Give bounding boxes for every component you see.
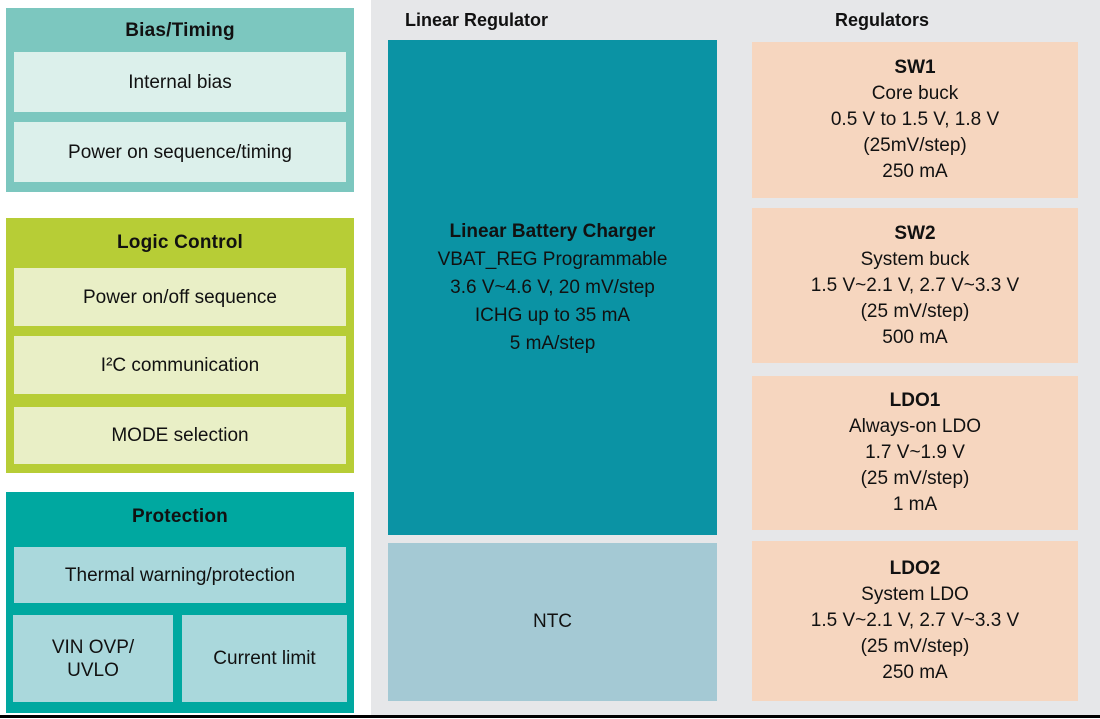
sw2-voltage-range: 1.5 V~2.1 V, 2.7 V~3.3 V [810,274,1020,296]
sw1-box: SW1 Core buck 0.5 V to 1.5 V, 1.8 V (25m… [752,42,1078,198]
logic-control-block: Logic Control Power on/off sequence I²C … [6,218,354,473]
sw2-box: SW2 System buck 1.5 V~2.1 V, 2.7 V~3.3 V… [752,208,1078,363]
internal-bias-box: Internal bias [14,52,346,112]
charger-vbat-reg-line: VBAT_REG Programmable [437,248,668,270]
mode-selection-box: MODE selection [14,407,346,464]
ntc-box: NTC [388,543,717,701]
sw2-type: System buck [860,248,970,270]
linear-battery-charger-box: Linear Battery Charger VBAT_REG Programm… [388,40,717,535]
ldo1-step: (25 mV/step) [860,468,970,489]
ldo1-voltage-range: 1.7 V~1.9 V [865,442,965,463]
sw2-step: (25 mV/step) [860,300,970,322]
sw1-step: (25mV/step) [863,135,967,156]
bottom-border-line [0,715,1100,718]
logic-control-title: Logic Control [116,232,244,253]
ldo2-type: System LDO [861,584,969,605]
i2c-communication-label: I²C communication [100,354,260,376]
ntc-label: NTC [532,611,573,632]
ldo1-name: LDO1 [889,390,941,411]
current-limit-label: Current limit [213,648,316,669]
ldo1-current: 1 mA [892,494,938,515]
vin-ovp-uvlo-box: VIN OVP/ UVLO [13,615,173,702]
power-on-sequence-timing-box: Power on sequence/timing [14,122,346,182]
linear-battery-charger-title: Linear Battery Charger [449,220,656,242]
bias-timing-title: Bias/Timing [125,20,235,41]
i2c-communication-box: I²C communication [14,336,346,394]
sw1-current: 250 mA [882,161,948,182]
internal-bias-label: Internal bias [128,71,232,93]
sw2-name: SW2 [894,222,936,244]
power-on-off-sequence-label: Power on/off sequence [82,286,277,308]
charger-ichg-line: ICHG up to 35 mA [474,304,631,326]
current-limit-box: Current limit [182,615,347,702]
power-on-off-sequence-box: Power on/off sequence [14,268,346,326]
ldo2-voltage-range: 1.5 V~2.1 V, 2.7 V~3.3 V [810,610,1020,631]
ldo2-box: LDO2 System LDO 1.5 V~2.1 V, 2.7 V~3.3 V… [752,541,1078,701]
power-on-sequence-timing-label: Power on sequence/timing [68,141,292,163]
ldo2-current: 250 mA [882,662,948,683]
mode-selection-label: MODE selection [111,425,249,446]
ldo2-step: (25 mV/step) [860,636,970,657]
sw1-voltage-range: 0.5 V to 1.5 V, 1.8 V [830,109,1000,130]
sw1-type: Core buck [871,83,959,104]
ldo2-name: LDO2 [889,558,941,579]
protection-title: Protection [132,506,228,527]
thermal-warning-protection-box: Thermal warning/protection [14,547,346,603]
bias-timing-block: Bias/Timing Internal bias Power on seque… [6,8,354,192]
sw1-name: SW1 [894,57,936,78]
vin-ovp-uvlo-label: VIN OVP/ UVLO [51,636,135,681]
charger-voltage-range-line: 3.6 V~4.6 V, 20 mV/step [450,276,655,298]
protection-block: Protection Thermal warning/protection VI… [6,492,354,713]
ldo1-type: Always-on LDO [849,416,981,437]
ldo1-box: LDO1 Always-on LDO 1.7 V~1.9 V (25 mV/st… [752,376,1078,530]
sw2-current: 500 mA [882,326,948,348]
thermal-warning-protection-label: Thermal warning/protection [64,564,296,586]
charger-step-line: 5 mA/step [509,332,596,354]
linear-regulator-section-title: Linear Regulator [405,10,549,30]
regulators-section-title: Regulators [834,10,930,30]
